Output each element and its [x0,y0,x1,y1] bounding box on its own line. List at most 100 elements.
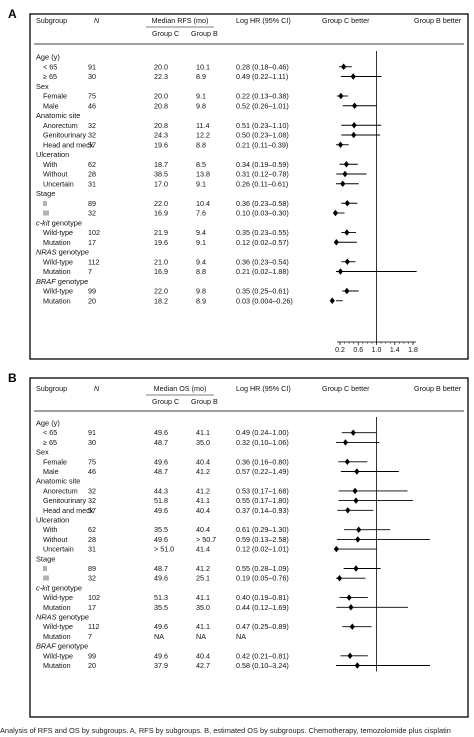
row-hr: 0.35 (0.23–0.55) [236,228,289,237]
row-hr: 0.03 (0.004–0.26) [236,296,293,305]
row-hr: 0.19 (0.05–0.76) [236,574,289,583]
section-heading: Stage [36,189,55,198]
hr-point [344,458,350,465]
hr-point [332,209,339,217]
row-n: 17 [88,603,96,612]
hr-point [344,229,350,236]
row-n: 28 [88,170,96,179]
hr-point [337,141,344,148]
x-tick-label: 0.6 [353,347,363,354]
header-median: Median OS (mo) [154,384,207,393]
row-n: 32 [88,496,96,505]
row-hr: 0.37 (0.14–0.93) [236,506,289,515]
row-label: Mutation [43,661,71,670]
row-n: 32 [88,121,96,130]
row-hr: 0.52 (0.26–1.01) [236,101,289,110]
row-hr: 0.12 (0.02–1.01) [236,545,289,554]
row-group-b: 9.8 [196,287,206,296]
row-label: III [43,574,49,583]
header-hr: Log HR (95% CI) [236,384,291,393]
row-group-b: > 50.7 [196,535,216,544]
section-heading: c-kit genotype [36,218,82,227]
row-group-c: 22.0 [154,199,168,208]
section-heading: Age (y) [36,419,60,428]
row-hr: 0.58 (0.10–3.24) [236,661,289,670]
row-group-b: 41.2 [196,564,210,573]
row-n: 31 [88,545,96,554]
row-n: 20 [88,296,96,305]
row-n: 112 [88,622,99,631]
row-n: 32 [88,209,96,218]
row-hr: 0.51 (0.23–1.10) [236,121,289,130]
row-group-b: 11.4 [196,121,209,130]
row-group-b: 41.1 [196,496,210,505]
row-hr: 0.10 (0.03–0.30) [236,209,289,218]
row-group-b: 7.6 [196,209,206,218]
row-group-c: 22.0 [154,287,168,296]
row-label: < 65 [43,428,57,437]
row-group-b: 8.8 [196,267,206,276]
row-n: 75 [88,92,96,101]
row-label: Male [43,467,59,476]
section-heading: Ulceration [36,150,69,159]
row-n: 32 [88,486,96,495]
section-heading: Anatomic site [36,477,80,486]
hr-point [333,239,339,246]
section-heading: NRAS genotype [36,613,89,622]
row-label: Female [43,457,67,466]
hr-point [349,623,355,630]
hr-point [343,161,349,168]
row-group-c: 21.0 [154,257,168,266]
row-label: Wild-type [43,228,73,237]
row-n: 46 [88,467,96,476]
row-group-c: 19.6 [154,238,168,247]
header-group-b: Group B [191,29,218,38]
row-n: 17 [88,238,96,247]
row-group-c: 20.8 [154,121,168,130]
row-label: Wild-type [43,593,73,602]
row-group-b: 40.4 [196,525,210,534]
hr-point [356,526,362,533]
row-group-c: 16.9 [154,267,168,276]
hr-point [337,268,344,275]
row-group-c: 37.9 [154,661,168,670]
row-hr: 0.36 (0.23–0.54) [236,257,289,266]
row-label: Head and meck [43,506,94,515]
row-n: 89 [88,199,96,208]
row-group-c: 51.8 [154,496,168,505]
section-heading: BRAF genotype [36,642,88,651]
section-heading: Anatomic site [36,111,80,120]
row-group-b: 10.4 [196,199,210,208]
row-hr: 0.47 (0.25–0.89) [236,622,289,631]
row-label: Without [43,170,67,179]
row-hr: 0.49 (0.24–1.00) [236,428,289,437]
row-label: Uncertain [43,179,74,188]
row-n: 7 [88,267,92,276]
section-heading: Age (y) [36,53,60,62]
row-hr: 0.26 (0.11–0.61) [236,179,288,188]
row-group-c: 20.8 [154,101,168,110]
row-n: 112 [88,257,99,266]
x-tick-label: 1.4 [390,347,400,354]
row-label: Male [43,101,59,110]
row-group-b: 8.9 [196,72,206,81]
row-n: 31 [88,179,96,188]
row-group-b: NA [196,632,206,641]
x-tick-label: 1.0 [372,347,382,354]
hr-point [354,662,360,669]
row-group-c: 21.9 [154,228,168,237]
section-heading: Sex [36,82,49,91]
row-group-b: 13.8 [196,170,210,179]
row-group-b: 40.4 [196,651,210,660]
hr-point [341,63,347,70]
row-group-b: 41.4 [196,545,210,554]
hr-point [354,468,360,475]
row-label: Head and meck [43,140,94,149]
row-label: < 65 [43,62,57,71]
row-label: Female [43,92,67,101]
row-group-b: 9.4 [196,257,206,266]
row-label: ≥ 65 [43,438,57,447]
row-label: II [43,564,47,573]
row-label: III [43,209,49,218]
row-label: ≥ 65 [43,72,57,81]
